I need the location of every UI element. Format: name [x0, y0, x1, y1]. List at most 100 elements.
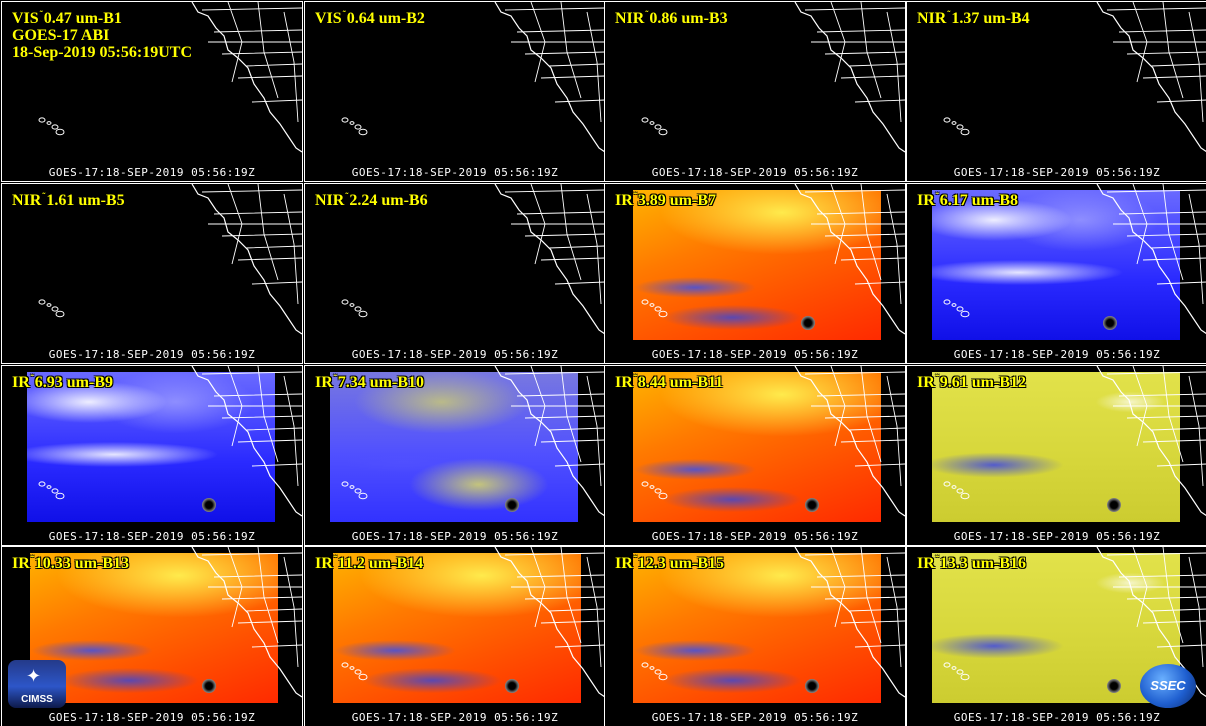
band-prefix: IR	[12, 555, 30, 572]
band-wavelength: 1.61 um-B5	[46, 192, 125, 209]
coastline-path	[494, 2, 605, 153]
island-outline	[960, 492, 970, 500]
approx-mark: ˜	[39, 9, 43, 19]
island-outline	[354, 124, 362, 130]
band-panel: IR˜11.2 um-B14 GOES-17:18-SEP-2019 05:56:…	[304, 546, 606, 726]
approx-mark: ˜	[30, 373, 34, 383]
band-panel: IR˜7.34 um-B10 GOES-17:18-SEP-2019 05:56:…	[304, 365, 606, 546]
state-borders-path	[504, 184, 605, 305]
storm-eye	[505, 498, 519, 512]
island-outline	[654, 488, 662, 494]
island-outline	[349, 303, 355, 307]
timestamp-footer: GOES-17:18-SEP-2019 05:56:19Z	[48, 711, 256, 724]
satellite-band-image	[633, 190, 881, 340]
island-outline	[46, 485, 52, 489]
coastline-overlay	[641, 2, 905, 153]
cimss-logo-text: CIMSS	[21, 694, 53, 705]
satellite-band-image	[305, 184, 605, 363]
island-outline	[649, 121, 655, 125]
band-wavelength: 8.44 um-B11	[637, 374, 724, 391]
island-outline	[649, 303, 655, 307]
coastline-overlay	[641, 184, 905, 335]
band-prefix: NIR	[12, 192, 42, 209]
island-outline	[349, 121, 355, 125]
scan-time-title: 18-Sep-2019 05:56:19UTC	[12, 44, 192, 61]
band-panel: NIR˜1.61 um-B5 GOES-17:18-SEP-2019 05:56:…	[1, 183, 303, 364]
storm-eye	[805, 498, 819, 512]
band-wavelength: 0.86 um-B3	[649, 10, 728, 27]
timestamp-footer: GOES-17:18-SEP-2019 05:56:19Z	[651, 711, 859, 724]
timestamp-footer: GOES-17:18-SEP-2019 05:56:19Z	[651, 348, 859, 361]
timestamp-footer: GOES-17:18-SEP-2019 05:56:19Z	[651, 166, 859, 179]
band-panel: NIR˜2.24 um-B6 GOES-17:18-SEP-2019 05:56:…	[304, 183, 606, 364]
approx-mark: ˜	[645, 9, 649, 19]
timestamp-footer: GOES-17:18-SEP-2019 05:56:19Z	[953, 166, 1161, 179]
island-outline	[951, 485, 957, 489]
coastline-path	[1096, 2, 1206, 153]
band-wavelength: 10.33 um-B13	[34, 555, 130, 572]
band-label: IR˜7.34 um-B10	[315, 370, 424, 391]
island-outline	[341, 117, 349, 123]
satellite-band-image	[907, 2, 1206, 181]
island-outline	[341, 481, 349, 487]
satellite-band-image	[2, 2, 302, 181]
state-borders-path	[1106, 366, 1206, 487]
state-borders-path	[804, 2, 905, 123]
approx-mark: ˜	[633, 554, 637, 564]
state-borders-path	[804, 184, 905, 305]
band-wavelength: 9.61 um-B12	[939, 374, 1027, 391]
coastline-overlay	[341, 2, 605, 153]
timestamp-footer: GOES-17:18-SEP-2019 05:56:19Z	[351, 166, 559, 179]
band-prefix: IR	[615, 374, 633, 391]
island-outline	[38, 299, 46, 305]
island-outline	[641, 481, 649, 487]
island-outline	[654, 669, 662, 675]
approx-mark: ˜	[345, 191, 349, 201]
band-prefix: VIS	[12, 10, 39, 27]
island-outline	[943, 662, 951, 668]
state-borders-path	[201, 2, 302, 123]
island-outline	[956, 124, 964, 130]
timestamp-footer: GOES-17:18-SEP-2019 05:56:19Z	[953, 348, 1161, 361]
cimss-logo: ✦ CIMSS	[8, 660, 66, 708]
island-outline	[956, 488, 964, 494]
island-outline	[943, 117, 951, 123]
state-borders-path	[504, 2, 605, 123]
state-borders-path	[1106, 547, 1206, 668]
approx-mark: ˜	[935, 191, 939, 201]
coastline-path	[794, 366, 905, 517]
band-wavelength: 12.3 um-B15	[637, 555, 725, 572]
approx-mark: ˜	[333, 554, 337, 564]
approx-mark: ˜	[42, 191, 46, 201]
island-outline	[960, 128, 970, 136]
coastline-path	[191, 366, 302, 517]
storm-eye	[1107, 679, 1121, 693]
band-label: NIR˜0.86 um-B3	[615, 6, 728, 27]
satellite-icon: ✦	[26, 666, 42, 686]
band-panel: IR˜6.17 um-B8 GOES-17:18-SEP-2019 05:56:1…	[906, 183, 1206, 364]
storm-eye	[801, 316, 815, 330]
satellite-band-image	[2, 184, 302, 363]
storm-eye	[505, 679, 519, 693]
island-outline	[349, 485, 355, 489]
band-label: IR˜3.89 um-B7	[615, 188, 716, 209]
island-outline	[956, 669, 964, 675]
island-outline	[649, 485, 655, 489]
island-outline	[654, 124, 662, 130]
state-borders-path	[201, 547, 302, 668]
band-wavelength: 13.3 um-B16	[939, 555, 1027, 572]
island-outline	[641, 299, 649, 305]
instrument-title: GOES-17 ABI	[12, 27, 110, 44]
coastline-overlay	[38, 2, 302, 153]
coastline-overlay	[341, 184, 605, 335]
band-prefix: NIR	[917, 10, 947, 27]
band-wavelength: 11.2 um-B14	[337, 555, 424, 572]
state-borders-path	[201, 184, 302, 305]
band-wavelength: 1.37 um-B4	[951, 10, 1030, 27]
coastline-path	[191, 184, 302, 335]
band-label: NIR˜2.24 um-B6	[315, 188, 428, 209]
island-outline	[358, 310, 368, 318]
island-outline	[641, 662, 649, 668]
band-panel: IR˜6.93 um-B9 GOES-17:18-SEP-2019 05:56:1…	[1, 365, 303, 546]
coastline-path	[191, 2, 302, 153]
